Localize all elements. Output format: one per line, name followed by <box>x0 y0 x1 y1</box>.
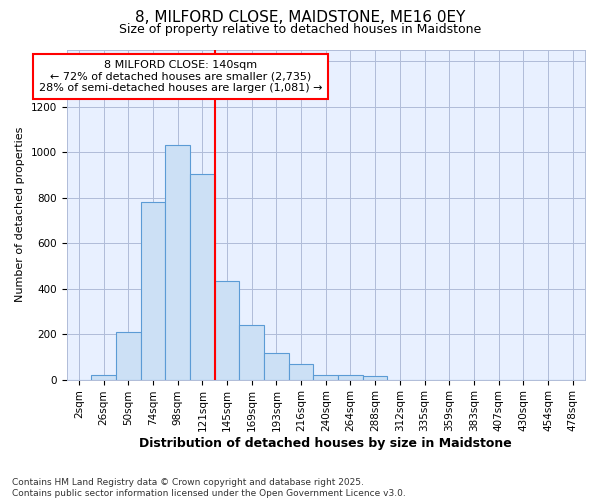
Bar <box>190 174 215 380</box>
Text: 8, MILFORD CLOSE, MAIDSTONE, ME16 0EY: 8, MILFORD CLOSE, MAIDSTONE, ME16 0EY <box>135 10 465 25</box>
Bar <box>289 364 313 380</box>
Bar <box>215 280 239 380</box>
Bar <box>313 375 338 380</box>
X-axis label: Distribution of detached houses by size in Maidstone: Distribution of detached houses by size … <box>139 437 512 450</box>
Bar <box>363 376 388 380</box>
Bar <box>165 146 190 380</box>
Bar <box>140 202 165 380</box>
Bar <box>264 354 289 380</box>
Text: 8 MILFORD CLOSE: 140sqm
← 72% of detached houses are smaller (2,735)
28% of semi: 8 MILFORD CLOSE: 140sqm ← 72% of detache… <box>39 60 322 93</box>
Bar <box>116 332 140 380</box>
Y-axis label: Number of detached properties: Number of detached properties <box>15 127 25 302</box>
Bar <box>338 375 363 380</box>
Text: Contains HM Land Registry data © Crown copyright and database right 2025.
Contai: Contains HM Land Registry data © Crown c… <box>12 478 406 498</box>
Text: Size of property relative to detached houses in Maidstone: Size of property relative to detached ho… <box>119 22 481 36</box>
Bar <box>91 375 116 380</box>
Bar <box>239 325 264 380</box>
